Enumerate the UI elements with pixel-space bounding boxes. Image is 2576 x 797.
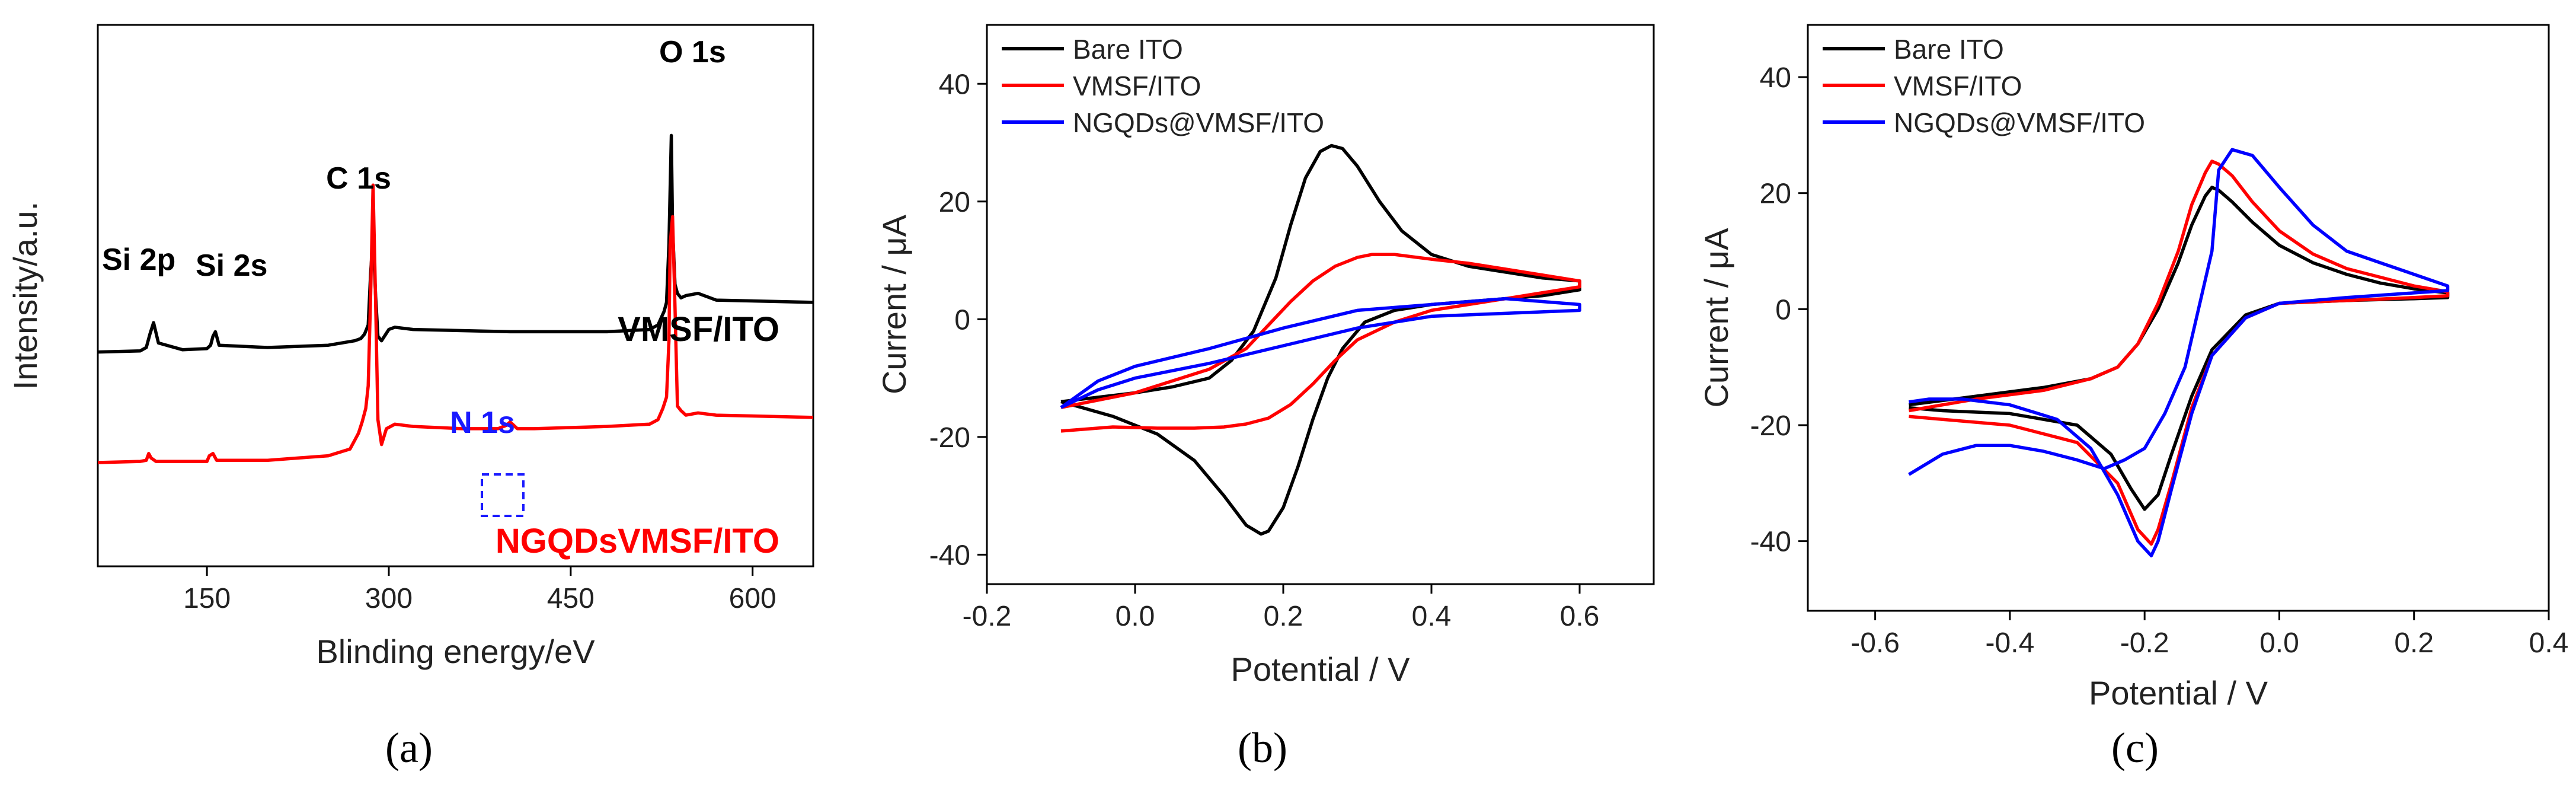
peak-label: N 1s	[450, 406, 515, 440]
plot-frame	[1807, 24, 2550, 612]
y-tick-label: 40	[939, 69, 970, 100]
series-line-bare-ito	[1909, 186, 2450, 511]
plot-frame	[97, 24, 814, 568]
peak-label: Si 2p	[102, 243, 175, 277]
x-tick-label: 0.0	[1116, 601, 1155, 632]
y-axis-title: Current / μA	[1698, 228, 1735, 408]
y-tick-label: -20	[929, 422, 970, 454]
panel-label: (a)	[385, 724, 433, 772]
legend-label: Bare ITO	[1073, 34, 1183, 65]
x-tick-label: 0.4	[2529, 627, 2569, 659]
x-tick-label: -0.2	[963, 601, 1012, 632]
peak-label: Si 2s	[196, 248, 267, 283]
x-tick-label: -0.4	[1986, 627, 2035, 659]
x-tick-label: 0.2	[1264, 601, 1303, 632]
y-axis-title: Current / μA	[875, 214, 913, 394]
plot-frame	[986, 24, 1655, 585]
x-tick-label: 0.0	[2259, 627, 2299, 659]
chart-panel-2: -0.2 0.0 0.2 0.4 0.6 -40 -20 0 20 40 Potential / V…	[875, 24, 1655, 772]
legend-label: NGQDs@VMSF/ITO	[1894, 107, 2145, 138]
legend-label: VMSF/ITO	[1073, 71, 1201, 101]
legend-label: Bare ITO	[1894, 34, 2004, 65]
y-tick-label: -40	[929, 540, 970, 571]
series-line-vmsf-ito	[1909, 160, 2450, 546]
panel-label: (b)	[1238, 724, 1287, 772]
chart-panel-3: -0.6 -0.4 -0.2 0.0 0.2 0.4 -40 -20 0 20 40 Potentia…	[1698, 24, 2569, 772]
series-line-ngqds-vmsf-ito	[1908, 148, 2450, 557]
series-line-vmsf-ito	[1060, 253, 1581, 433]
y-tick-label: 0	[1775, 294, 1791, 326]
series-line-bare-ito	[1060, 144, 1581, 536]
x-axis-title: Potential / V	[2089, 674, 2268, 712]
x-axis-title: Potential / V	[1231, 651, 1411, 688]
legend-label: VMSF/ITO	[1894, 71, 2022, 101]
x-tick-label: 450	[547, 583, 595, 614]
series-line-ngqdsvmsf-ito	[97, 183, 814, 464]
x-tick-label: 0.2	[2394, 627, 2434, 659]
peak-label: C 1s	[326, 161, 391, 196]
x-tick-label: 600	[729, 583, 776, 614]
x-tick-label: 150	[183, 583, 231, 614]
y-axis-title: Intensity/a.u.	[7, 202, 44, 390]
panel-label: (c)	[2111, 724, 2159, 772]
x-tick-label: -0.6	[1850, 627, 1900, 659]
y-tick-label: -20	[1750, 410, 1791, 442]
series-label-ngqds: NGQDsVMSF/ITO	[496, 522, 779, 560]
y-tick-label: 20	[1760, 178, 1791, 210]
series-line-ngqds-vmsf-ito	[1060, 297, 1581, 409]
y-tick-label: 20	[939, 187, 970, 218]
y-tick-label: 40	[1760, 62, 1791, 94]
y-tick-label: 0	[954, 304, 970, 336]
x-axis-title: Blinding energy/eV	[316, 633, 595, 670]
x-tick-label: 0.6	[1560, 601, 1600, 632]
peak-label: O 1s	[659, 35, 726, 69]
chart-panel-1: 150 300 450 600 Blinding energy/eV Intensity/…	[7, 24, 814, 772]
series-label-vmsf: VMSF/ITO	[618, 310, 779, 349]
legend-label: NGQDs@VMSF/ITO	[1073, 107, 1324, 138]
y-tick-label: -40	[1750, 527, 1791, 558]
x-tick-label: 0.4	[1412, 601, 1452, 632]
x-tick-label: -0.2	[2120, 627, 2169, 659]
x-tick-label: 300	[365, 583, 413, 614]
n1s-highlight-box	[481, 473, 525, 517]
